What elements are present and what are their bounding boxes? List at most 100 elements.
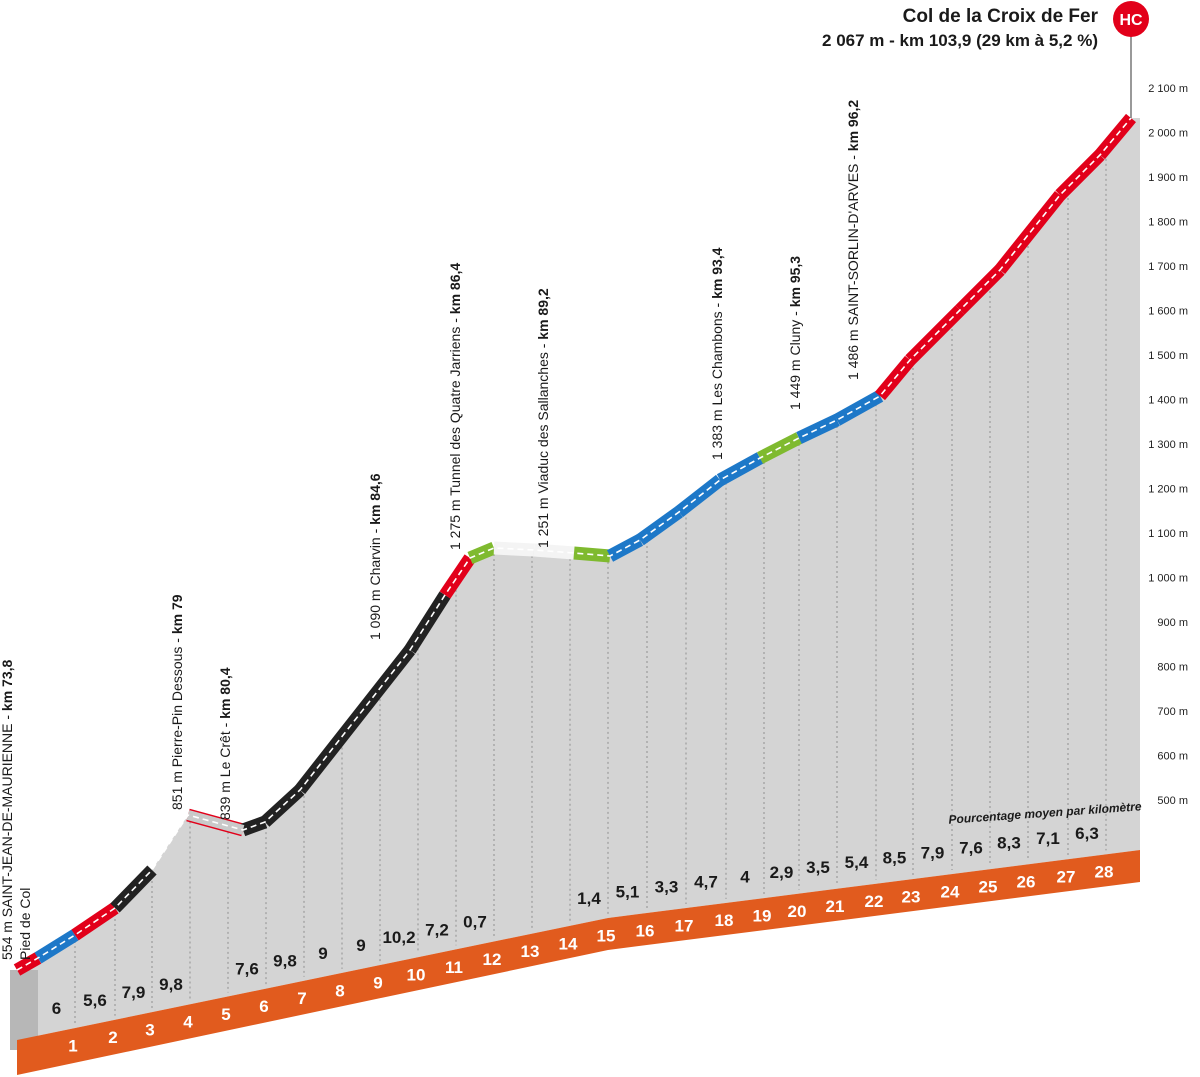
- waypoint-km: km 86,4: [447, 263, 463, 315]
- gradient-value: 7,9: [122, 983, 146, 1002]
- gradient-value: 10,2: [382, 928, 415, 947]
- altitude-tick: 1 000 m: [1148, 573, 1188, 585]
- km-marker: 17: [675, 916, 694, 935]
- gradient-value: 2,9: [770, 863, 794, 882]
- waypoint-sub: Pied de Col: [17, 888, 33, 960]
- gradient-value: 9: [356, 936, 365, 955]
- gradient-value: 7,9: [921, 844, 945, 863]
- altitude-tick: 1 400 m: [1148, 395, 1188, 407]
- km-marker: 12: [483, 950, 502, 969]
- upper-profile: [10, 118, 1140, 1050]
- km-marker: 16: [636, 921, 655, 940]
- waypoint-name: 851 m Pierre-Pin Dessous -: [169, 634, 185, 810]
- km-marker: 5: [221, 1005, 230, 1024]
- gradient-labels: 6 5,6 7,9 9,87,6 9,8 9 9 10,2 7,2 0,71,4 5,1 3,3 4,7…: [52, 824, 1099, 1018]
- road-centerline: [16, 117, 1132, 971]
- gradient-value: 0,7: [463, 912, 487, 931]
- waypoint-label: 851 m Pierre-Pin Dessous - km 79: [169, 594, 185, 810]
- altitude-tick: 1 900 m: [1148, 172, 1188, 184]
- km-marker: 13: [521, 942, 540, 961]
- waypoint-km: km 79: [169, 594, 185, 634]
- gradient-value: 4,7: [694, 872, 718, 891]
- summit-name: Col de la Croix de Fer: [903, 6, 1099, 27]
- gradient-value: 8,3: [997, 834, 1021, 853]
- km-marker: 3: [145, 1021, 154, 1040]
- altitude-tick: 1 600 m: [1148, 306, 1188, 318]
- km-marker: 18: [715, 911, 734, 930]
- altitude-tick: 1 100 m: [1148, 528, 1188, 540]
- waypoint-label: 1 383 m Les Chambons - km 93,4: [709, 247, 725, 460]
- km-band: [17, 850, 1140, 1075]
- road-line: [13, 113, 1136, 976]
- altitude-tick: 500 m: [1157, 795, 1188, 807]
- km-marker: 20: [788, 902, 807, 921]
- km-marker: 28: [1095, 863, 1114, 882]
- waypoint-name: 839 m Le Crêt -: [217, 719, 233, 820]
- km-marker: 4: [183, 1013, 193, 1032]
- km-marker: 8: [335, 981, 344, 1000]
- km-marker: 24: [941, 882, 960, 901]
- waypoint-km: km 84,6: [367, 473, 383, 525]
- km-marker: 7: [297, 989, 306, 1008]
- gradient-value: 5,6: [83, 991, 107, 1010]
- gradient-value: 9: [318, 944, 327, 963]
- km-marker: 2: [108, 1028, 117, 1047]
- km-marker: 9: [373, 973, 382, 992]
- altitude-grid: 500 m 600 m 700 m 800 m 900 m 1 000 m 1 100 m 1…: [1148, 83, 1188, 807]
- waypoint-name: 1 251 m Viaduc des Sallanches -: [535, 340, 551, 548]
- altitude-tick: 2 000 m: [1148, 128, 1188, 140]
- altitude-tick: 700 m: [1157, 706, 1188, 718]
- waypoint-labels: 554 m SAINT-JEAN-DE-MAURIENNE - km 73,8P…: [0, 100, 861, 960]
- altitude-tick: 1 800 m: [1148, 217, 1188, 229]
- gradient-value: 6,3: [1075, 824, 1099, 843]
- gradient-value: 7,2: [425, 920, 449, 939]
- waypoint-label: 1 275 m Tunnel des Quatre Jarriens - km …: [447, 263, 463, 550]
- gradient-value: 3,5: [806, 858, 830, 877]
- km-marker: 22: [865, 892, 884, 911]
- waypoint-label: 1 251 m Viaduc des Sallanches - km 89,2: [535, 288, 551, 548]
- km-marker: 11: [445, 958, 463, 977]
- category-label: HC: [1119, 12, 1143, 29]
- gradient-value: 8,5: [883, 848, 907, 867]
- waypoint-label: 554 m SAINT-JEAN-DE-MAURIENNE - km 73,8: [0, 659, 15, 960]
- waypoint-name: 1 275 m Tunnel des Quatre Jarriens -: [447, 314, 463, 550]
- gradient-value: 5,1: [616, 883, 640, 902]
- km-marker: 15: [597, 926, 616, 945]
- gradient-value: 9,8: [159, 975, 183, 994]
- altitude-tick: 900 m: [1157, 617, 1188, 629]
- km-markers: 1 2 3 4 5 6 7 8 9 10 11 12 13 14 15 16 17 18 19 20 21 22 23 24 2…: [68, 863, 1113, 1056]
- waypoint-km: km 96,2: [845, 100, 861, 152]
- waypoint-km: km 73,8: [0, 659, 15, 711]
- gradient-value: 4: [740, 867, 750, 886]
- waypoint-label: 839 m Le Crêt - km 80,4: [217, 667, 233, 820]
- altitude-tick: 800 m: [1157, 662, 1188, 674]
- gradient-value: 7,6: [959, 839, 983, 858]
- altitude-tick: 1 700 m: [1148, 261, 1188, 273]
- waypoint-label: 1 449 m Cluny - km 95,3: [787, 256, 803, 410]
- profile-area: [17, 118, 1140, 1040]
- km-marker: 19: [753, 906, 772, 925]
- waypoint-km: km 80,4: [217, 667, 233, 719]
- km-marker: 1: [68, 1036, 77, 1055]
- km-marker: 26: [1017, 873, 1036, 892]
- gradient-value: 1,4: [577, 889, 601, 908]
- summit-info: 2 067 m - km 103,9 (29 km à 5,2 %): [822, 31, 1098, 50]
- km-marker: 25: [979, 877, 998, 896]
- category-badge: [1113, 1, 1149, 37]
- waypoint-name: 1 449 m Cluny -: [787, 307, 803, 410]
- km-marker: 6: [259, 997, 268, 1016]
- gradient-value: 5,4: [845, 853, 869, 872]
- waypoint-km: km 93,4: [709, 247, 725, 299]
- km-marker: 27: [1057, 867, 1076, 886]
- altitude-tick: 600 m: [1157, 751, 1188, 763]
- altitude-tick: 2 100 m: [1148, 83, 1188, 95]
- altitude-tick: 1 300 m: [1148, 439, 1188, 451]
- km-marker: 14: [559, 934, 578, 953]
- waypoint-label: 1 090 m Charvin - km 84,6: [367, 473, 383, 640]
- km-marker: 23: [902, 887, 921, 906]
- waypoint-name: 1 486 m SAINT-SORLIN-D'ARVES -: [845, 151, 861, 380]
- waypoint-label: 1 486 m SAINT-SORLIN-D'ARVES - km 96,2: [845, 100, 861, 380]
- lower-profile: [17, 850, 1140, 1075]
- waypoint-name: 554 m SAINT-JEAN-DE-MAURIENNE -: [0, 711, 15, 960]
